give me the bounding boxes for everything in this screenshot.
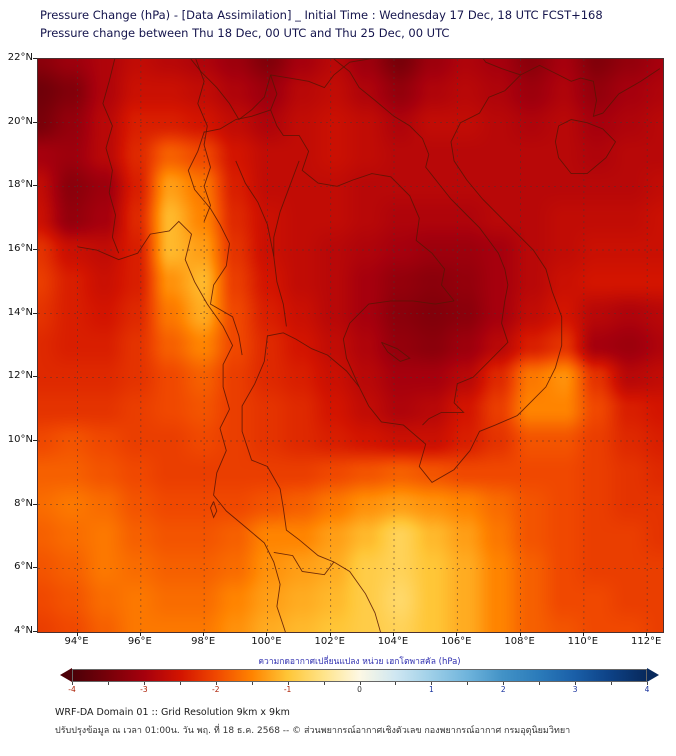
lat-axis-tick <box>33 503 37 505</box>
lat-axis-label: 10°N <box>7 434 33 445</box>
colorbar-label: ความกดอากาศเปลี่ยนแปลง หน่วย เฮกโตพาสคัล… <box>258 657 461 667</box>
lon-axis-tick <box>456 632 458 636</box>
lat-axis-label: 4°N <box>14 625 33 636</box>
colorbar-tick-label: 4 <box>644 685 650 694</box>
colorbar-minor-tick <box>107 682 109 685</box>
footer-domain-info: WRF-DA Domain 01 :: Grid Resolution 9km … <box>55 707 290 718</box>
lon-axis-label: 108°E <box>504 636 535 647</box>
lon-axis-tick <box>646 632 648 636</box>
colorbar-minor-tick <box>503 682 505 685</box>
lon-axis-label: 112°E <box>630 636 662 647</box>
lon-axis-tick <box>329 632 331 636</box>
colorbar-minor-tick <box>287 682 289 685</box>
lon-axis-label: 104°E <box>377 636 409 647</box>
colorbar-tick-label: 0 <box>357 685 362 694</box>
colorbar-tick-label: 3 <box>572 685 578 694</box>
lon-axis-label: 100°E <box>251 636 282 647</box>
colorbar-minor-tick <box>395 682 397 685</box>
lat-axis-tick <box>33 376 37 378</box>
lat-axis-tick <box>33 567 37 569</box>
lat-axis-tick <box>33 312 37 314</box>
lon-axis-label: 94°E <box>64 636 89 647</box>
lon-axis-label: 102°E <box>314 636 345 647</box>
lat-axis-label: 14°N <box>7 306 33 318</box>
colorbar-minor-tick <box>215 682 217 685</box>
lon-axis-label: 110°E <box>567 636 599 647</box>
page-subtitle: Pressure change between Thu 18 Dec, 00 U… <box>40 26 450 40</box>
colorbar-minor-tick <box>323 682 325 685</box>
lat-axis-label: 16°N <box>7 243 33 254</box>
lat-axis-tick <box>33 58 37 59</box>
colorbar-tick-label: -1 <box>283 685 292 694</box>
colorbar-minor-tick <box>179 682 181 685</box>
colorbar-ticks: -4 -3 -2 -1 0 1 2 3 4 <box>68 682 650 698</box>
lon-axis-tick <box>266 632 268 636</box>
lon-axis-label: 98°E <box>191 636 216 647</box>
lon-axis-label: 106°E <box>441 636 472 647</box>
colorbar-minor-tick <box>359 682 361 685</box>
lon-axis-label: 96°E <box>127 636 152 647</box>
lat-axis-tick <box>33 440 37 441</box>
map-plot <box>37 58 664 633</box>
colorbar-minor-tick <box>575 682 577 685</box>
lat-axis-label: 8°N <box>14 497 33 509</box>
colorbar-minor-tick <box>251 682 253 685</box>
pressure-heatmap <box>38 59 663 632</box>
colorbar-minor-tick <box>539 682 541 685</box>
lon-axis-tick <box>582 632 584 636</box>
page-title: Pressure Change (hPa) - [Data Assimilati… <box>40 8 603 22</box>
lat-axis-tick <box>33 185 37 187</box>
colorbar-minor-tick <box>431 682 433 685</box>
lat-axis-tick <box>33 631 37 632</box>
colorbar-tick-label: -4 <box>68 685 76 694</box>
lat-axis-label: 18°N <box>7 179 33 191</box>
colorbar <box>60 668 659 682</box>
lon-axis-tick <box>76 632 78 636</box>
footer-update-info: ปรับปรุงข้อมูล ณ เวลา 01:00น. วัน พฤ. ที… <box>55 726 571 736</box>
colorbar-tick-label: 2 <box>500 685 506 694</box>
colorbar-minor-tick <box>143 682 145 685</box>
colorbar-tick-label: 1 <box>429 685 434 694</box>
colorbar-minor-tick <box>647 682 648 685</box>
colorbar-gradient <box>72 668 647 682</box>
colorbar-tick-label: -3 <box>140 685 148 694</box>
lat-axis-label: 12°N <box>7 370 33 382</box>
lat-axis-label: 6°N <box>14 561 33 573</box>
colorbar-arrow-right-icon <box>647 668 659 682</box>
colorbar-minor-tick <box>467 682 469 685</box>
lat-axis-tick <box>33 249 37 250</box>
lat-axis-tick <box>33 121 37 123</box>
lon-axis-tick <box>203 632 205 636</box>
lon-axis-tick <box>393 632 394 636</box>
lat-axis-label: 22°N <box>7 52 33 63</box>
lon-axis-tick <box>139 632 141 636</box>
colorbar-arrow-left-icon <box>60 668 72 682</box>
lon-axis-tick <box>519 632 521 636</box>
lat-axis-label: 20°N <box>7 115 33 127</box>
colorbar-minor-tick <box>611 682 613 685</box>
colorbar-minor-tick <box>72 682 73 685</box>
colorbar-tick-label: -2 <box>212 685 220 694</box>
